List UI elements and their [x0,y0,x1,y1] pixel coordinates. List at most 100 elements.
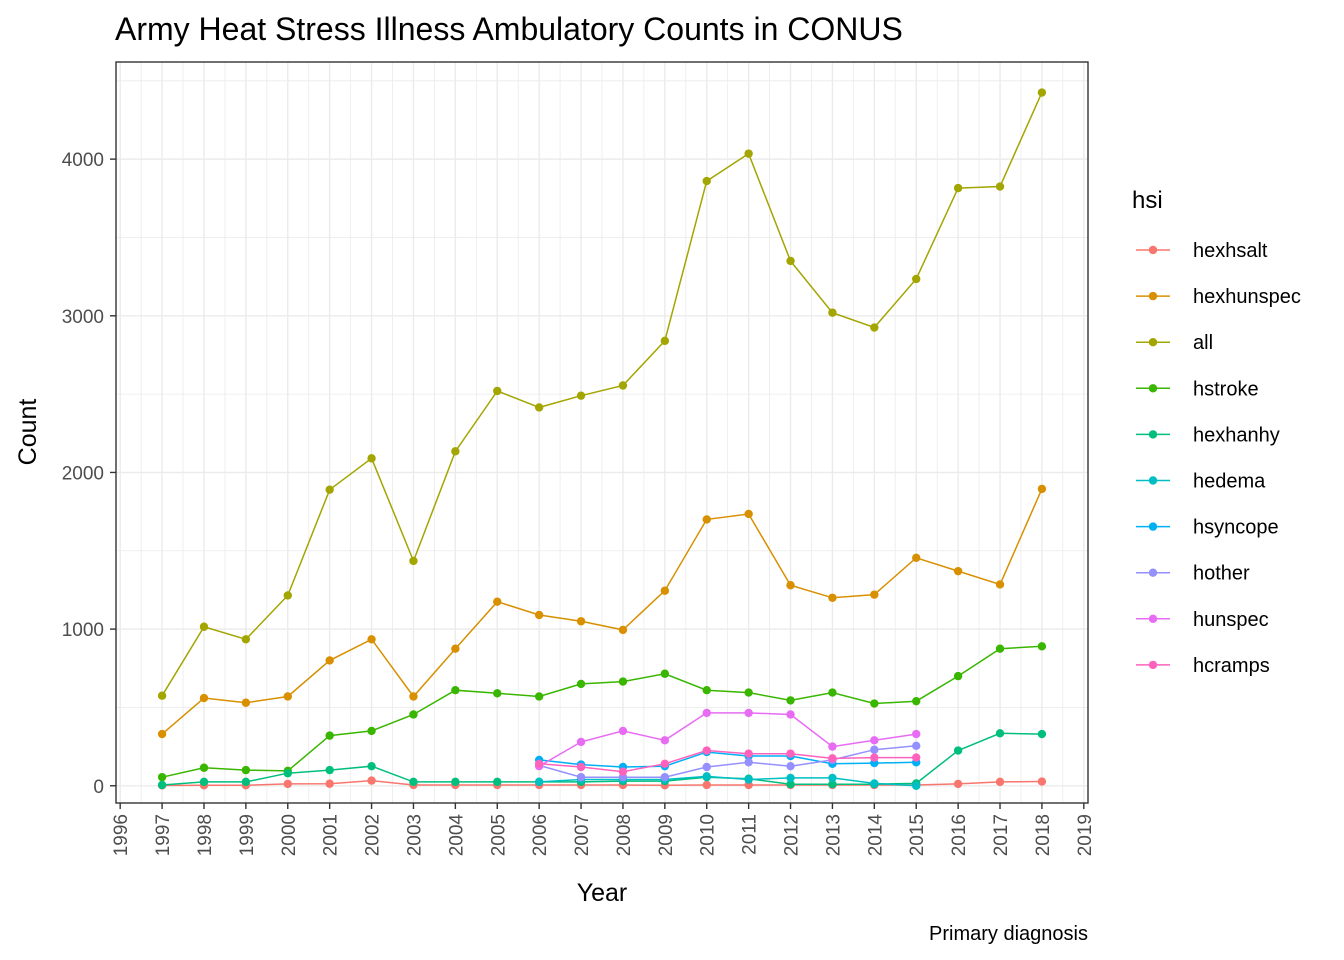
legend-key-point-hexhanhy [1148,430,1158,439]
data-point-all [576,391,586,400]
data-point-all [283,591,292,600]
data-point-hexhanhy [1037,729,1047,739]
data-point-hexhunspec [325,656,334,665]
data-point-hcramps [912,753,921,762]
data-point-hedema [870,779,879,788]
data-point-hunspec [576,737,586,747]
legend: hsi hexhsalt hexhunspec all hstroke hexhanhy… [1132,187,1301,677]
x-tick-label: 1998 [195,814,216,856]
data-point-all [409,556,418,566]
data-point-all [534,403,544,412]
data-point-hexhunspec [241,698,251,707]
legend-key-point-all [1148,338,1158,347]
data-point-hexhanhy [241,777,251,787]
data-point-hunspec [702,708,711,718]
data-point-hexhanhy [157,780,167,790]
x-tick-label: 2003 [404,814,425,856]
legend-label-hstroke: hstroke [1193,378,1259,400]
x-tick-label: 2007 [572,814,593,856]
x-tick-label: 2010 [698,814,719,856]
x-tick-label: 2016 [949,814,970,856]
series-line-hcramps [539,749,917,773]
data-point-hexhunspec [702,515,711,524]
x-tick-label: 2019 [1075,814,1096,856]
data-point-hexhunspec [1037,484,1047,494]
data-point-all [828,308,837,317]
data-point-hstroke [995,644,1005,653]
data-point-hexhunspec [618,625,628,635]
legend-key-point-hstroke [1148,384,1158,393]
minor-gridlines [116,62,1088,803]
data-point-hstroke [199,763,209,772]
data-point-hexhanhy [283,769,292,778]
data-point-all [660,336,670,346]
x-tick-label: 2000 [279,814,300,856]
data-point-hother [702,762,711,772]
data-point-hexhunspec [828,593,837,602]
x-tick-label: 1999 [237,814,258,856]
data-point-hexhsalt [702,780,711,790]
data-point-hunspec [660,736,670,745]
x-tick-label: 1997 [153,814,174,856]
plot-border [115,61,1089,804]
data-point-all [995,182,1005,191]
legend-label-hexhanhy: hexhanhy [1193,424,1280,446]
y-tick-label: 0 [93,777,104,798]
data-point-hedema [786,773,795,783]
data-point-hstroke [534,692,544,701]
data-point-hstroke [451,686,460,695]
data-point-all [451,447,460,456]
data-point-hedema [534,777,544,787]
series-line-hunspec [538,712,917,767]
x-tick-label: 2014 [865,814,886,857]
series-points [157,88,1047,790]
data-point-hexhunspec [953,566,963,576]
series-line-hsyncope [539,751,917,768]
legend-label-hunspec: hunspec [1193,609,1269,631]
data-point-hstroke [157,772,167,782]
series-line-hexhanhy [162,732,1042,786]
data-point-hexhsalt [325,779,334,788]
data-point-all [702,176,711,186]
legend-key-point-hcramps [1148,660,1158,670]
x-tick-label: 2017 [991,814,1012,856]
data-point-hexhunspec [576,617,586,626]
data-point-all [325,485,334,494]
data-point-hstroke [702,686,711,695]
data-point-hunspec [870,736,879,745]
y-tick-label: 1000 [62,620,104,641]
legend-key-point-hother [1148,568,1158,577]
y-axis-title: Count [14,399,42,466]
data-point-hexhsalt [995,777,1005,787]
legend-label-hother: hother [1193,563,1250,585]
data-point-hcramps [744,749,753,758]
data-point-hother [870,745,879,754]
x-axis: 1996 1997 1998 1999 2000 2001 2002 2003 2004 2005… [111,803,1096,856]
data-point-hcramps [786,749,795,758]
data-point-hexhunspec [283,692,292,701]
data-point-hstroke [367,726,376,736]
x-axis-title: Year [577,879,628,907]
series-line-hother [538,745,917,778]
data-point-hunspec [786,710,795,719]
data-point-hexhanhy [995,729,1005,738]
legend-key-point-hunspec [1148,614,1158,623]
data-point-hother [912,741,921,751]
data-point-hexhunspec [367,635,376,644]
x-tick-label: 2012 [782,814,803,856]
data-point-hexhunspec [912,553,921,563]
legend-label-hedema: hedema [1193,471,1266,493]
data-point-hexhanhy [493,777,502,787]
legend-label-all: all [1193,332,1213,354]
data-point-hexhunspec [493,597,502,606]
x-tick-label: 2018 [1033,814,1054,856]
data-point-hedema [828,773,837,783]
data-point-hstroke [744,688,753,697]
data-point-all [367,454,376,463]
data-point-hstroke [618,677,628,686]
data-point-hedema [912,781,921,790]
data-point-hother [744,758,753,767]
data-point-hother [576,772,586,782]
data-point-all [493,386,502,396]
data-point-hunspec [618,726,628,736]
